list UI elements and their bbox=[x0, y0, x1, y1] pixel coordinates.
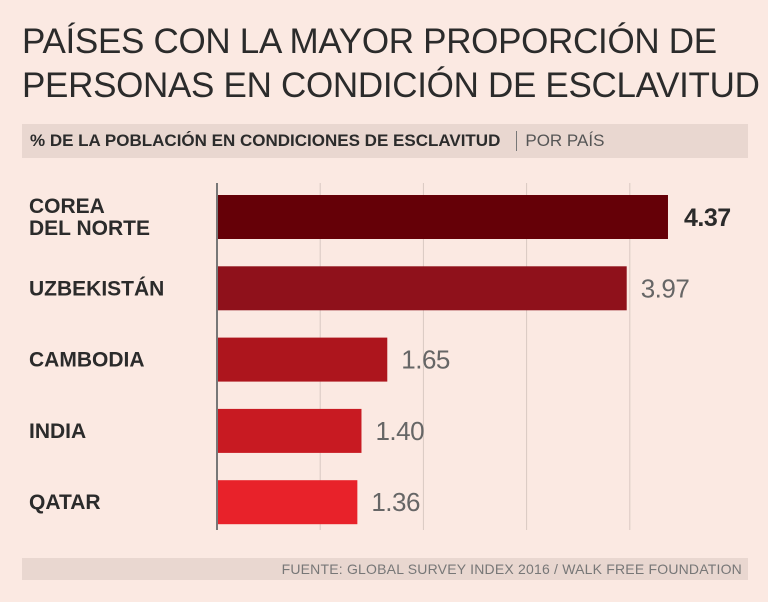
bar bbox=[217, 266, 627, 311]
value-label: 3.97 bbox=[641, 273, 690, 303]
category-label: COREA DEL NORTE bbox=[29, 195, 150, 240]
bar bbox=[217, 337, 388, 382]
value-label: 1.65 bbox=[401, 345, 450, 375]
title-line-2: PERSONAS EN CONDICIÓN DE ESCLAVITUD bbox=[22, 66, 760, 105]
value-label: 4.37 bbox=[684, 204, 731, 232]
category-label: CAMBODIA bbox=[29, 349, 145, 372]
source-bar: FUENTE: GLOBAL SURVEY INDEX 2016 / WALK … bbox=[22, 558, 748, 580]
subtitle: % DE LA POBLACIÓN EN CONDICIONES DE ESCL… bbox=[30, 131, 501, 150]
value-label: 1.40 bbox=[375, 416, 424, 446]
bar bbox=[217, 480, 358, 525]
value-label: 1.36 bbox=[371, 487, 420, 517]
chart-title: PAÍSES CON LA MAYOR PROPORCIÓN DE PERSON… bbox=[22, 20, 760, 108]
bar bbox=[217, 195, 668, 239]
source-note: FUENTE: GLOBAL SURVEY INDEX 2016 / WALK … bbox=[281, 561, 742, 577]
category-label: INDIA bbox=[29, 420, 86, 443]
subtitle-bar: % DE LA POBLACIÓN EN CONDICIONES DE ESCL… bbox=[22, 124, 748, 158]
bar bbox=[217, 408, 362, 453]
subtitle-unit: POR PAÍS bbox=[525, 131, 605, 150]
category-label: QATAR bbox=[29, 491, 101, 514]
category-label: UZBEKISTÁN bbox=[29, 277, 164, 300]
subtitle-divider bbox=[516, 131, 518, 151]
title-line-1: PAÍSES CON LA MAYOR PROPORCIÓN DE bbox=[22, 22, 717, 61]
